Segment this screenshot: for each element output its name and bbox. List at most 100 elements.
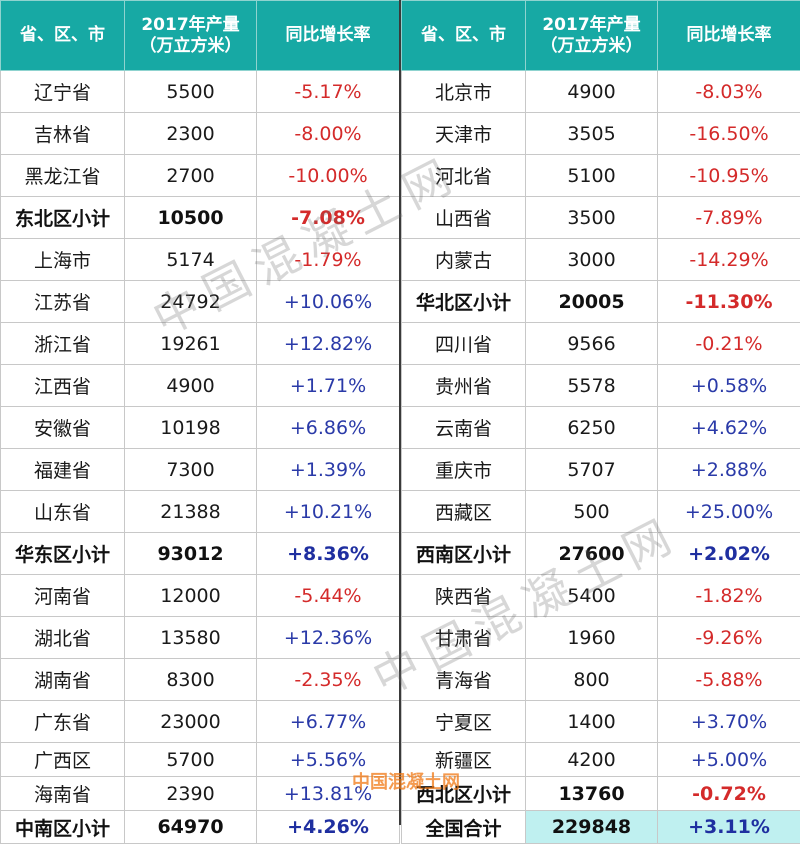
region-cell: 福建省 <box>1 449 125 491</box>
output-cell: 5707 <box>526 449 658 491</box>
region-cell: 内蒙古 <box>402 239 526 281</box>
output-cell: 4900 <box>125 365 257 407</box>
growth-cell: -8.00% <box>257 113 400 155</box>
growth-cell: +8.36% <box>257 533 400 575</box>
growth-cell: +2.88% <box>658 449 800 491</box>
growth-cell: +6.86% <box>257 407 400 449</box>
output-cell: 5500 <box>125 71 257 113</box>
growth-cell: -9.26% <box>658 617 800 659</box>
region-cell: 西藏区 <box>402 491 526 533</box>
growth-cell: -5.88% <box>658 659 800 701</box>
region-cell: 安徽省 <box>1 407 125 449</box>
output-cell: 3000 <box>526 239 658 281</box>
growth-cell: +0.58% <box>658 365 800 407</box>
header-growth: 同比增长率 <box>257 1 400 71</box>
output-cell: 5400 <box>526 575 658 617</box>
region-cell: 华东区小计 <box>1 533 125 575</box>
growth-cell: +3.11% <box>658 811 800 844</box>
header-output-line2: （万立方米） <box>125 36 256 57</box>
region-cell: 重庆市 <box>402 449 526 491</box>
output-cell: 7300 <box>125 449 257 491</box>
output-cell: 1960 <box>526 617 658 659</box>
region-cell: 中南区小计 <box>1 811 125 844</box>
output-cell: 500 <box>526 491 658 533</box>
output-cell: 3500 <box>526 197 658 239</box>
output-cell: 5578 <box>526 365 658 407</box>
output-cell: 21388 <box>125 491 257 533</box>
output-cell: 13580 <box>125 617 257 659</box>
output-cell: 10198 <box>125 407 257 449</box>
region-cell: 贵州省 <box>402 365 526 407</box>
region-cell: 广西区 <box>1 743 125 777</box>
header-output-line1: 2017年产量 <box>526 15 657 36</box>
growth-cell: +6.77% <box>257 701 400 743</box>
header-output-line2: （万立方米） <box>526 36 657 57</box>
growth-cell: -7.08% <box>257 197 400 239</box>
region-cell: 广东省 <box>1 701 125 743</box>
region-cell: 吉林省 <box>1 113 125 155</box>
region-cell: 青海省 <box>402 659 526 701</box>
output-cell: 19261 <box>125 323 257 365</box>
growth-cell: +1.39% <box>257 449 400 491</box>
region-cell: 全国合计 <box>402 811 526 844</box>
region-cell: 河南省 <box>1 575 125 617</box>
growth-cell: -1.79% <box>257 239 400 281</box>
output-cell: 2300 <box>125 113 257 155</box>
growth-cell: -2.35% <box>257 659 400 701</box>
region-cell: 西北区小计 <box>402 777 526 811</box>
region-cell: 江西省 <box>1 365 125 407</box>
output-cell: 3505 <box>526 113 658 155</box>
growth-cell: +12.82% <box>257 323 400 365</box>
region-cell: 浙江省 <box>1 323 125 365</box>
output-cell: 5100 <box>526 155 658 197</box>
output-cell: 1400 <box>526 701 658 743</box>
header-output-line1: 2017年产量 <box>125 15 256 36</box>
output-cell: 229848 <box>526 811 658 844</box>
growth-cell: -14.29% <box>658 239 800 281</box>
output-cell: 23000 <box>125 701 257 743</box>
growth-cell: -1.82% <box>658 575 800 617</box>
growth-cell: -16.50% <box>658 113 800 155</box>
growth-cell: +4.62% <box>658 407 800 449</box>
region-cell: 天津市 <box>402 113 526 155</box>
region-cell: 云南省 <box>402 407 526 449</box>
region-cell: 山西省 <box>402 197 526 239</box>
growth-cell: +13.81% <box>257 777 400 811</box>
growth-cell: -11.30% <box>658 281 800 323</box>
region-cell: 黑龙江省 <box>1 155 125 197</box>
output-cell: 27600 <box>526 533 658 575</box>
growth-cell: -10.00% <box>257 155 400 197</box>
output-cell: 6250 <box>526 407 658 449</box>
region-cell: 北京市 <box>402 71 526 113</box>
header-growth: 同比增长率 <box>658 1 800 71</box>
region-cell: 西南区小计 <box>402 533 526 575</box>
growth-cell: +5.00% <box>658 743 800 777</box>
region-cell: 甘肃省 <box>402 617 526 659</box>
